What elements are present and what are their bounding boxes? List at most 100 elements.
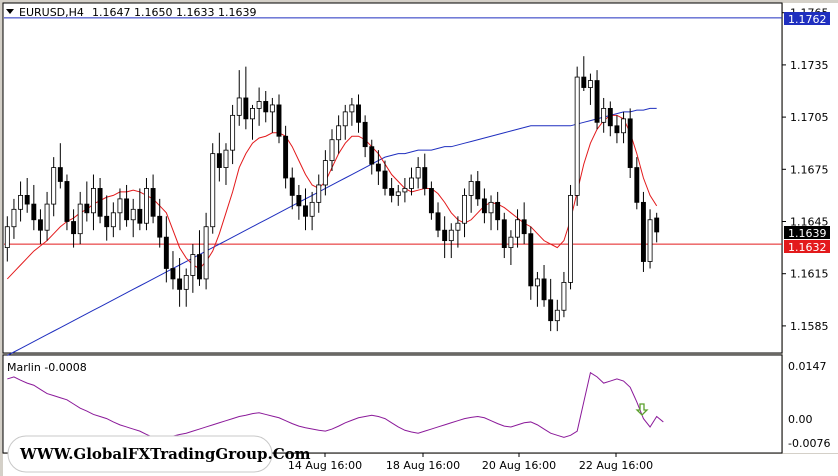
- candle-body: [581, 76, 587, 88]
- candle-body: [117, 198, 123, 214]
- candle: [230, 104, 236, 165]
- support-tag: [784, 240, 830, 253]
- candle: [548, 278, 554, 332]
- candle: [561, 271, 567, 318]
- candle: [316, 174, 322, 213]
- candle-body: [462, 194, 467, 224]
- candle-body: [640, 201, 646, 262]
- candle: [422, 153, 428, 196]
- candle-body: [250, 108, 255, 120]
- candle: [647, 209, 653, 269]
- candle: [51, 157, 57, 217]
- candle: [654, 212, 660, 243]
- candle-body: [468, 181, 474, 196]
- candle: [84, 181, 90, 222]
- candle: [601, 97, 607, 133]
- candle: [362, 115, 368, 158]
- candle-body: [11, 208, 17, 228]
- candle-body: [316, 184, 322, 203]
- candle-body: [137, 208, 143, 224]
- candle-body: [104, 215, 110, 228]
- candle-body: [561, 281, 567, 311]
- candle: [488, 195, 494, 231]
- candle: [283, 125, 289, 189]
- collapse-triangle-icon[interactable]: [6, 9, 14, 14]
- candle: [409, 167, 414, 196]
- candle-body: [601, 108, 607, 123]
- candle: [587, 73, 593, 105]
- candle-body: [356, 104, 361, 123]
- candle-body: [534, 278, 540, 287]
- candle-body: [349, 104, 355, 113]
- candle: [495, 191, 501, 231]
- candle-body: [163, 236, 169, 269]
- candle: [150, 174, 156, 224]
- candle: [117, 188, 123, 231]
- candle-body: [495, 201, 501, 221]
- candle: [607, 101, 613, 137]
- candle: [289, 167, 295, 210]
- candle-body: [548, 299, 554, 322]
- candle: [144, 178, 149, 231]
- candle-body: [654, 217, 660, 233]
- candle-body: [621, 118, 627, 134]
- y-tick-label: 1.1615: [790, 268, 829, 281]
- candle-body: [389, 188, 395, 196]
- price-panel[interactable]: [2, 2, 783, 354]
- candle: [382, 160, 388, 196]
- candle: [634, 157, 640, 210]
- candle-body: [627, 118, 633, 168]
- candle: [71, 209, 77, 248]
- candle-body: [31, 203, 37, 221]
- candle: [614, 115, 620, 144]
- candle: [515, 209, 520, 248]
- candle-body: [375, 163, 381, 172]
- indicator-level-bottom: -0.0076: [788, 437, 830, 450]
- candle: [104, 195, 110, 241]
- candle: [468, 174, 474, 213]
- candle: [581, 56, 587, 91]
- candle-body: [382, 170, 388, 189]
- y-tick-label: 1.1735: [790, 59, 829, 72]
- candle: [4, 216, 10, 262]
- candle: [554, 299, 560, 332]
- candle-body: [488, 201, 494, 214]
- candle-body: [4, 226, 10, 249]
- candle-body: [481, 198, 487, 214]
- signal-arrow-down-icon: [635, 403, 649, 416]
- current-price-tag: [784, 226, 830, 239]
- candle: [475, 171, 481, 206]
- candle-body: [435, 212, 441, 231]
- candle: [356, 94, 361, 133]
- candle-body: [501, 219, 507, 248]
- candle-body: [283, 135, 289, 179]
- candle-body: [587, 80, 593, 88]
- candle: [481, 188, 487, 224]
- candle: [342, 104, 348, 140]
- candle-body: [554, 309, 560, 322]
- candle: [329, 129, 335, 172]
- y-tick-label: 1.1705: [790, 111, 829, 124]
- candle: [296, 184, 302, 220]
- candle-body: [309, 201, 315, 217]
- candle-body: [336, 125, 342, 141]
- candle: [574, 66, 580, 206]
- candle: [64, 174, 70, 231]
- candle-body: [210, 153, 216, 228]
- candle-body: [44, 203, 50, 231]
- candle: [594, 70, 600, 130]
- candle-body: [409, 177, 414, 189]
- candle: [508, 230, 514, 265]
- candle-body: [230, 114, 236, 151]
- candle: [521, 202, 527, 245]
- candle-body: [528, 233, 534, 287]
- candle: [528, 226, 534, 300]
- candle: [183, 268, 189, 307]
- candle: [91, 174, 96, 231]
- candle-body: [574, 76, 580, 196]
- candle-body: [442, 229, 448, 242]
- candle-body: [455, 222, 461, 231]
- candle: [177, 258, 183, 307]
